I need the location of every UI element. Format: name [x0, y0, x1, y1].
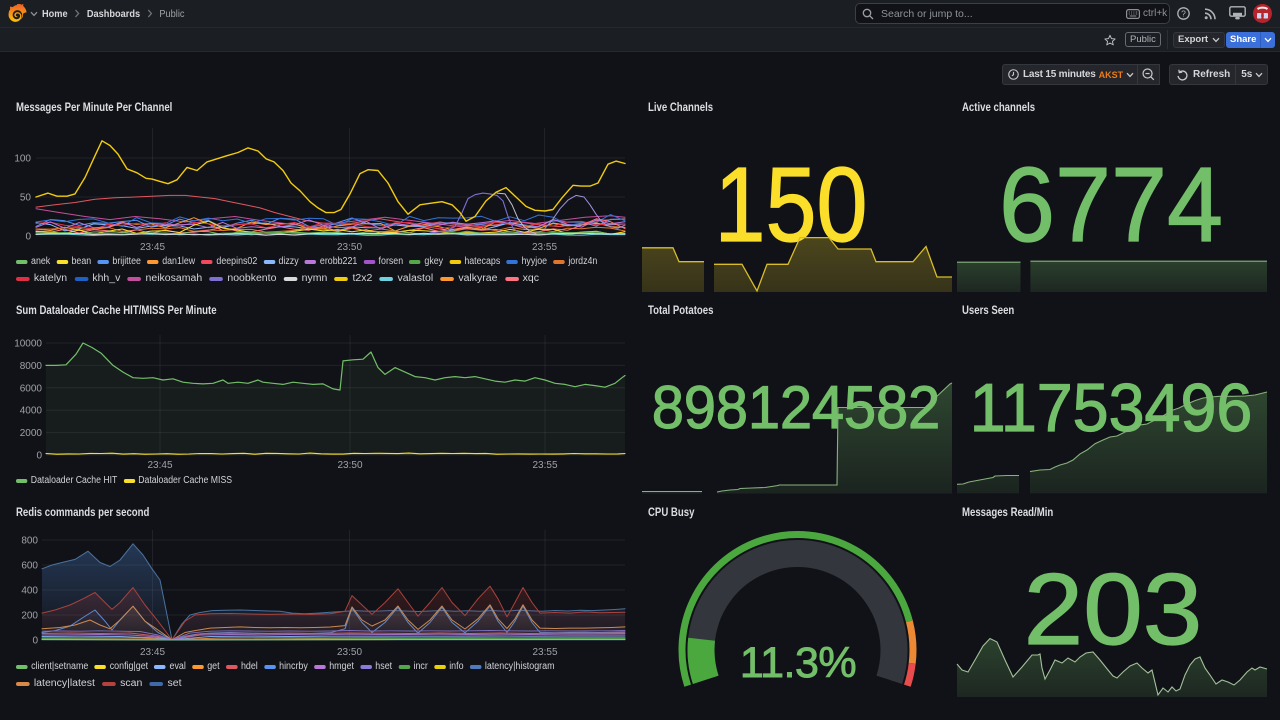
- svg-text:23:50: 23:50: [337, 647, 362, 658]
- svg-text:0: 0: [32, 636, 38, 647]
- svg-text:0: 0: [25, 232, 31, 243]
- svg-text:800: 800: [21, 536, 38, 547]
- svg-text:10000: 10000: [14, 339, 42, 350]
- svg-text:23:45: 23:45: [140, 647, 165, 658]
- svg-text:23:50: 23:50: [337, 460, 362, 471]
- svg-text:0: 0: [36, 451, 42, 462]
- svg-text:23:55: 23:55: [532, 460, 557, 471]
- svg-text:100: 100: [14, 154, 31, 165]
- svg-text:50: 50: [20, 193, 32, 204]
- svg-text:23:55: 23:55: [532, 242, 557, 253]
- svg-text:11.3%: 11.3%: [740, 639, 856, 687]
- svg-text:8000: 8000: [20, 361, 43, 372]
- svg-text:?: ?: [1181, 8, 1186, 18]
- svg-text:6000: 6000: [20, 383, 43, 394]
- svg-text:200: 200: [21, 611, 38, 622]
- svg-text:4000: 4000: [20, 406, 43, 417]
- svg-text:23:45: 23:45: [140, 242, 165, 253]
- svg-text:23:55: 23:55: [532, 647, 557, 658]
- svg-text:23:50: 23:50: [337, 242, 362, 253]
- svg-text:400: 400: [21, 586, 38, 597]
- svg-text:2000: 2000: [20, 428, 43, 439]
- svg-text:600: 600: [21, 561, 38, 572]
- svg-text:23:45: 23:45: [147, 460, 172, 471]
